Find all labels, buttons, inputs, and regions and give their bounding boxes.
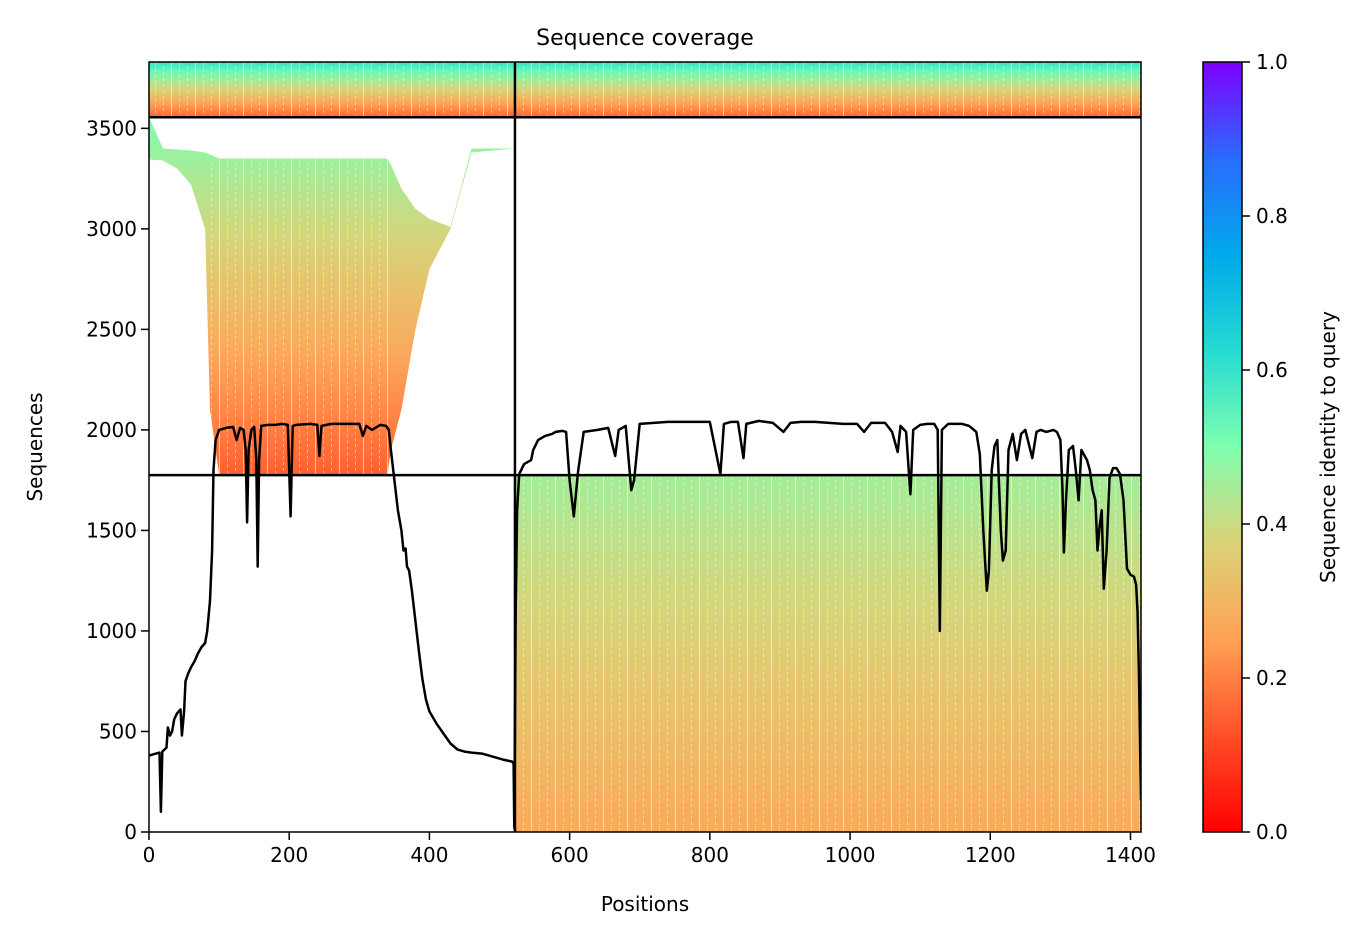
- plot-area: [149, 62, 1141, 832]
- x-tick-label: 0: [143, 843, 156, 867]
- colorbar-tick-label: 0.6: [1256, 358, 1288, 382]
- block-dividers: [149, 62, 1141, 832]
- colorbar-tick-label: 0.4: [1256, 512, 1288, 536]
- colorbar: [1202, 61, 1243, 833]
- x-axis-label: Positions: [601, 892, 689, 916]
- colorbar-tick-label: 0.8: [1256, 204, 1288, 228]
- y-axis-label: Sequences: [23, 392, 47, 501]
- y-tick-label: 3000: [86, 217, 137, 241]
- y-tick-label: 1500: [86, 518, 137, 542]
- chart-title: Sequence coverage: [536, 26, 754, 51]
- colorbar-ticks: 0.0 0.2 0.4 0.6 0.8 1.0: [1242, 50, 1288, 844]
- x-tick-label: 400: [410, 843, 448, 867]
- colorbar-tick-label: 0.2: [1256, 666, 1288, 690]
- y-tick-label: 500: [99, 719, 137, 743]
- y-tick-label: 1000: [86, 619, 137, 643]
- y-tick-label: 0: [124, 820, 137, 844]
- y-tick-label: 3500: [86, 116, 137, 140]
- y-tick-label: 2500: [86, 317, 137, 341]
- x-tick-label: 1400: [1105, 843, 1156, 867]
- lower-right-block-speckle: [514, 475, 1141, 832]
- upper-left-block-speckle: [209, 158, 391, 476]
- x-tick-label: 800: [691, 843, 729, 867]
- x-tick-label: 200: [270, 843, 308, 867]
- top-strip-speckle: [149, 62, 1141, 118]
- coverage-line: [149, 419, 1141, 830]
- colorbar-label: Sequence identity to query: [1316, 311, 1340, 583]
- plot-frame: [148, 61, 1142, 833]
- x-tick-label: 1200: [965, 843, 1016, 867]
- colorbar-tick-label: 1.0: [1256, 50, 1288, 74]
- x-tick-label: 600: [551, 843, 589, 867]
- y-tick-label: 2000: [86, 418, 137, 442]
- colorbar-tick-label: 0.0: [1256, 820, 1288, 844]
- x-axis-ticks: 0 200 400 600 800 1000 1200 1400: [143, 832, 1156, 867]
- y-axis-ticks: 0 500 1000 1500 2000 2500 3000 3500: [86, 116, 149, 844]
- x-tick-label: 1000: [825, 843, 876, 867]
